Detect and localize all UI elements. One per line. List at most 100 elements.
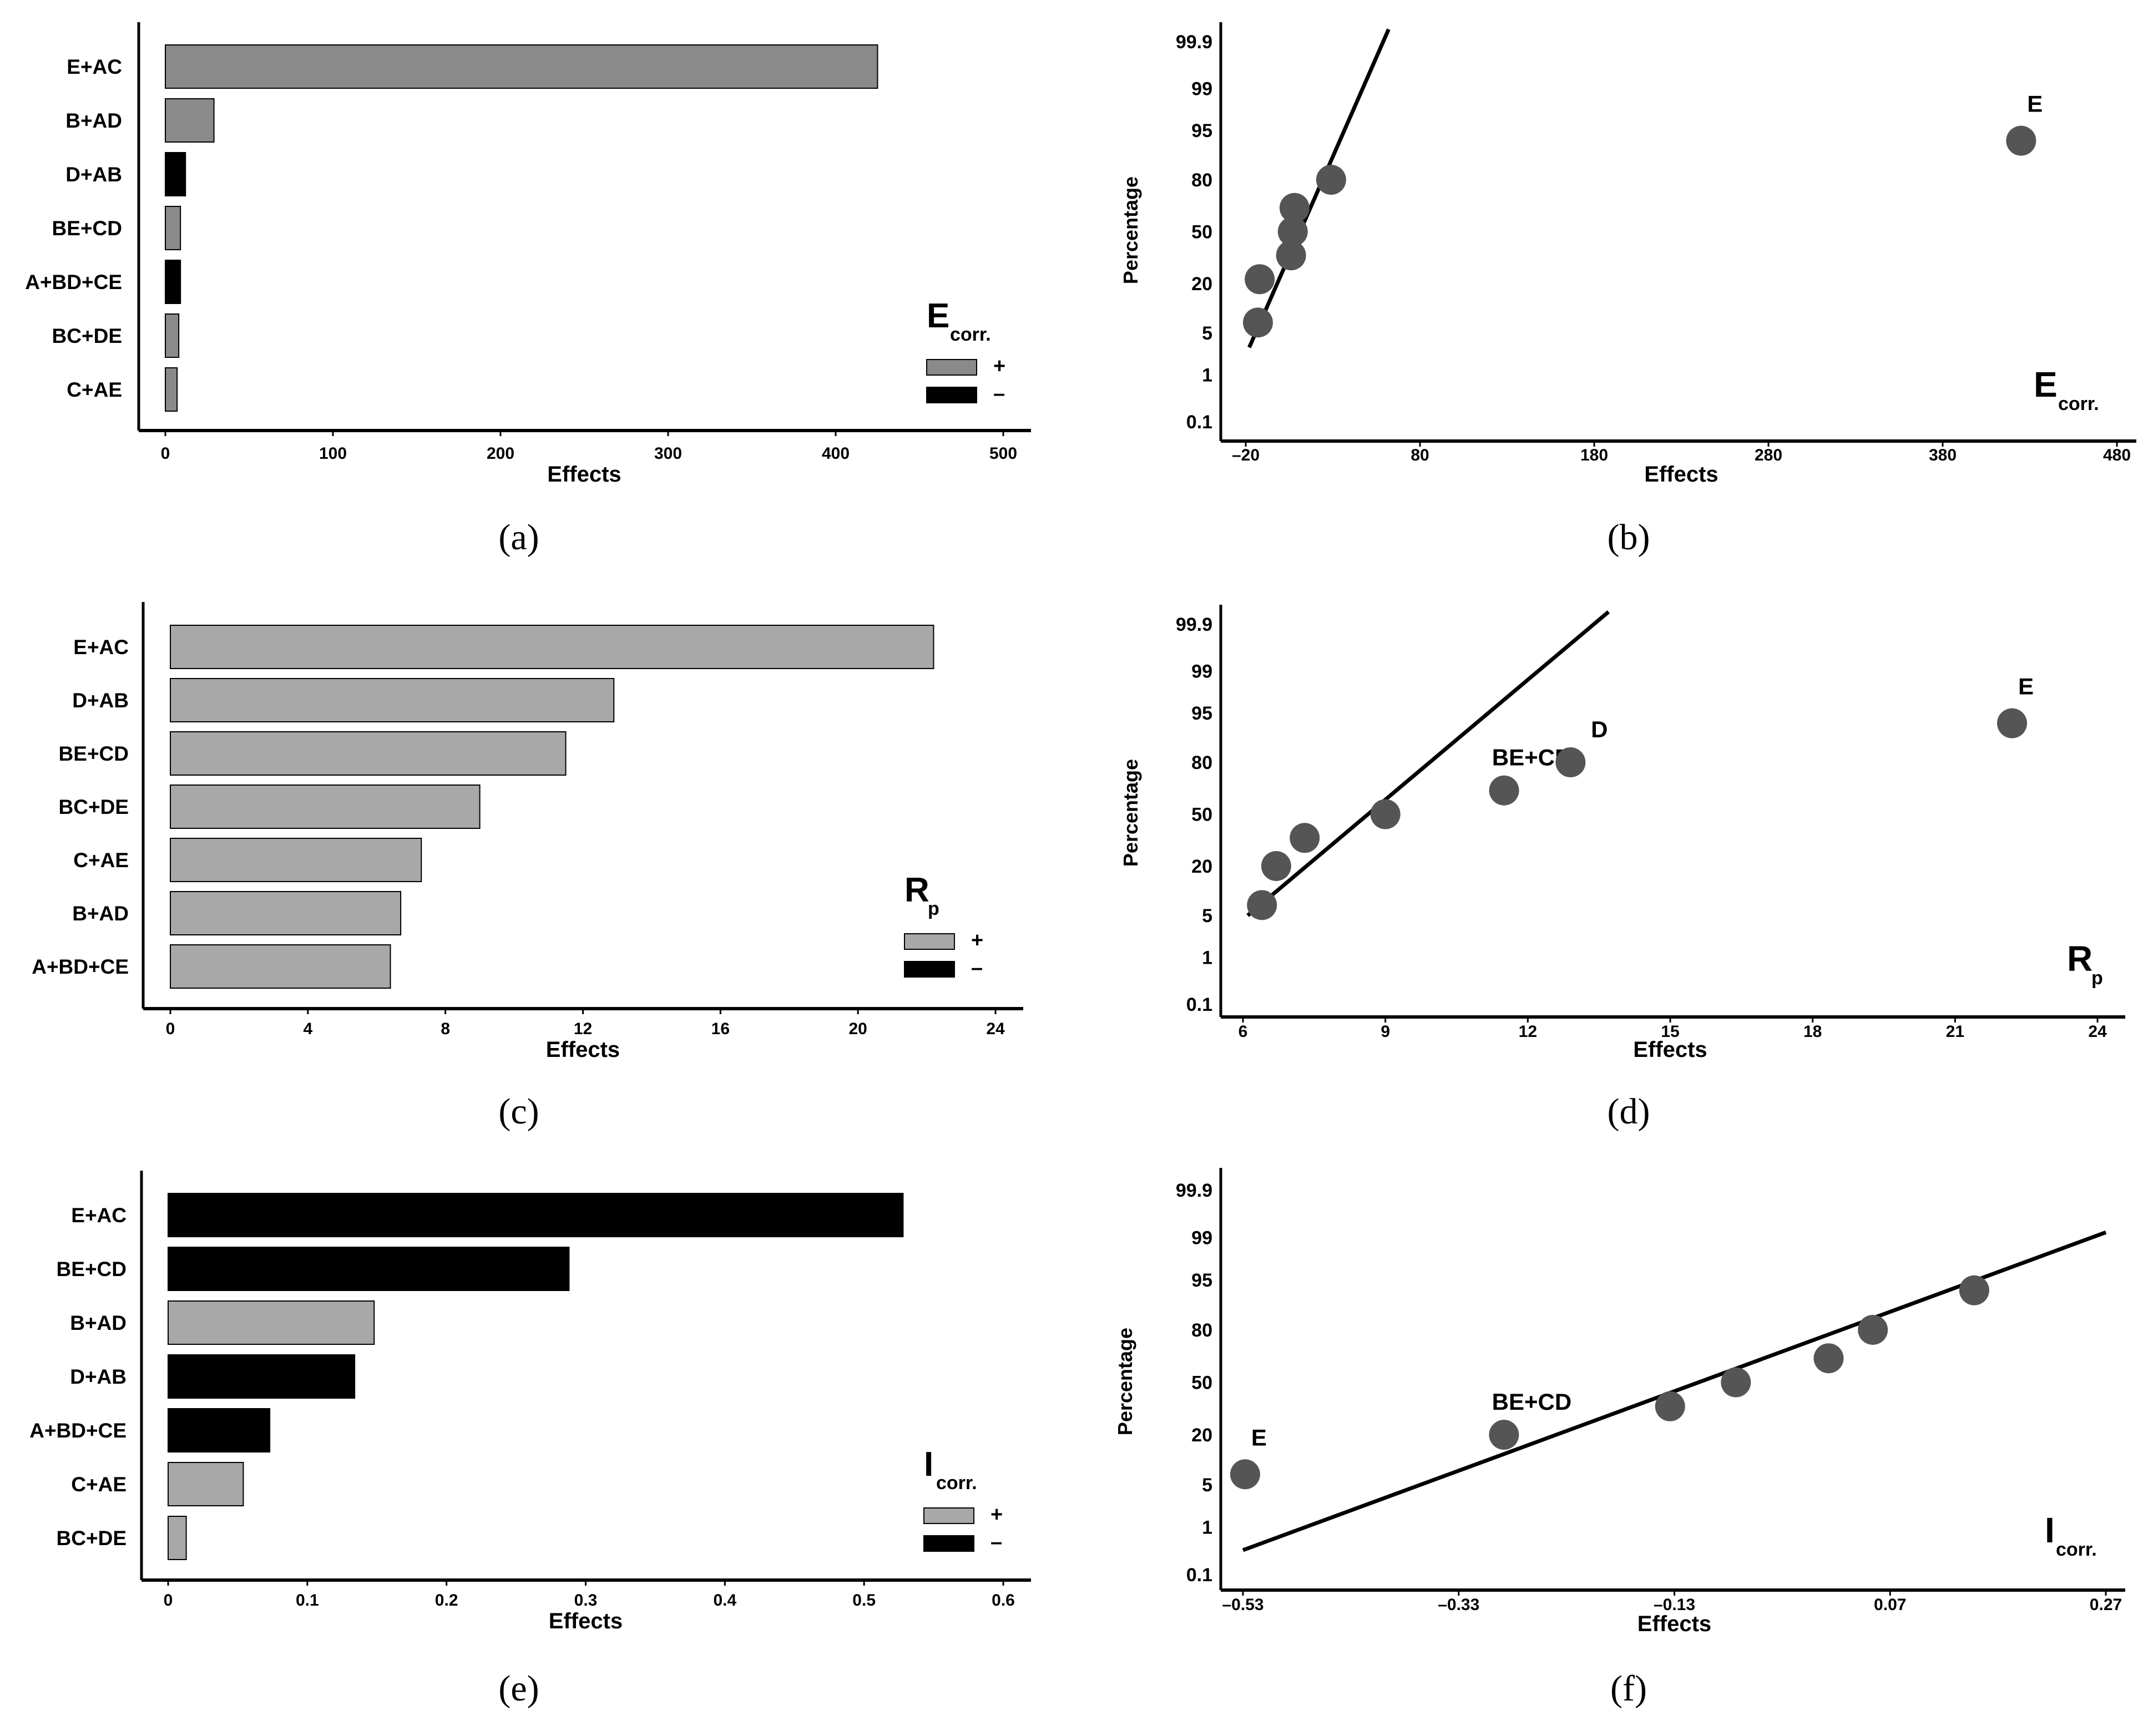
data-point [1276,240,1306,271]
y-tick-label: 0.1 [1186,994,1212,1015]
data-point [1242,307,1273,338]
bar-chart-1: E+AC B+AD D+AB BE+CD A+BD+CE BC+DE C+AE 0 100 200… [25,22,1031,487]
legend: Rp + – [904,871,983,980]
bar-be-cd [168,1247,570,1291]
x-tick-label: 20 [848,1020,867,1038]
x-tick-label: 500 [989,444,1017,463]
bar-be-cd [165,206,181,250]
category-label: D+AB [70,1365,127,1388]
y-tick-label: 80 [1191,170,1212,191]
x-tick-label: 0.1 [296,1591,319,1610]
corner-label: E [2034,365,2058,404]
legend-title: E [927,297,949,335]
data-point [1279,193,1310,223]
bar-a-bd-ce [168,1408,271,1452]
category-label: E+AC [71,1204,127,1227]
data-point [1813,1343,1844,1374]
category-label: C+AE [71,1473,127,1496]
y-tick-label: 80 [1191,1320,1212,1341]
y-tick-label: 5 [1202,323,1212,344]
x-tick-label: 4 [303,1020,312,1038]
x-tick-label: 0.2 [435,1591,458,1610]
x-axis-label: Effects [1637,1612,1711,1636]
y-tick-label: 5 [1202,1475,1212,1496]
y-tick-label: 95 [1191,1270,1212,1291]
category-label: BE+CD [59,742,129,765]
y-tick-label: 20 [1191,856,1212,877]
data-point [1489,1420,1519,1450]
x-tick-label: 300 [654,444,682,463]
y-tick-label: 1 [1202,948,1212,969]
legend-title: R [904,871,929,909]
y-tick-label: 50 [1191,804,1212,826]
x-tick-label: 180 [1580,446,1608,464]
x-axis-label: Effects [547,462,621,487]
category-label: A+BD+CE [29,1419,127,1442]
legend-positive-swatch [904,933,955,950]
bar-e-ac [168,1193,904,1237]
category-label: A+BD+CE [25,271,122,293]
y-tick-label: 95 [1191,703,1212,724]
bar-a-bd-ce [165,260,181,304]
data-point [1370,799,1401,829]
point-label: E [2018,674,2034,700]
panel-caption: (c) [498,1091,539,1132]
x-tick-label: 24 [986,1020,1005,1038]
y-tick-label: 99.9 [1176,32,1212,53]
x-tick-label: 0.4 [713,1591,736,1610]
x-tick-label: 6 [1239,1023,1248,1041]
x-tick-label: 9 [1381,1023,1390,1041]
bar-d-ab [165,152,186,196]
category-label: BE+CD [57,1258,127,1281]
panel-caption: (e) [498,1668,539,1709]
x-tick-label: 0 [161,444,170,463]
x-tick-label: 480 [2103,446,2131,464]
corner-label-subscript: p [2091,968,2103,989]
corner-label-subscript: corr. [2056,1539,2097,1560]
x-tick-label: 380 [1929,446,1957,464]
bar-bc-de [168,1516,187,1560]
data-point [1290,823,1320,853]
legend-negative-swatch [923,1535,974,1552]
bar-e-ac [170,625,934,669]
category-label: D+AB [72,689,129,712]
category-label: BC+DE [57,1527,127,1550]
bar-e-ac [165,44,878,89]
legend-title-subscript: p [928,898,939,919]
data-point [1489,775,1519,806]
x-tick-label: 16 [711,1020,730,1038]
y-tick-label: 1 [1202,1517,1212,1538]
category-label: B+AD [65,109,122,132]
y-axis-label: Percentage [1119,759,1142,867]
legend-title: I [924,1445,933,1484]
y-tick-label: 0.1 [1186,412,1212,433]
x-axis-label: Effects [1644,462,1718,487]
panel-caption: (b) [1608,517,1650,558]
category-label: BC+DE [59,796,129,818]
bar-chart-2: E+AC D+AB BE+CD BC+DE C+AE B+AD A+BD+CE 0 4 8 12 16… [32,602,1023,1062]
x-tick-label: 0.3 [574,1591,598,1610]
y-tick-label: 99.9 [1176,1180,1212,1201]
data-point [1261,851,1291,881]
panel-caption: (a) [498,517,539,558]
x-tick-label: 15 [1661,1023,1679,1041]
point-label: D [1591,716,1608,742]
panel-caption: (f) [1610,1668,1647,1709]
x-tick-label: 0 [164,1591,173,1610]
category-label: BE+CD [52,217,122,240]
data-point [1277,216,1308,247]
y-tick-label: 99 [1191,1227,1212,1248]
category-label: E+AC [73,636,129,659]
legend-positive-swatch [923,1507,974,1524]
y-tick-label: 50 [1191,222,1212,243]
legend-title-subscript: corr. [950,324,991,345]
x-tick-label: 0.5 [852,1591,876,1610]
y-tick-label: 20 [1191,1425,1212,1446]
bar-chart-3: E+AC BE+CD B+AD D+AB A+BD+CE C+AE BC+DE 0 0.1 0.2… [29,1171,1031,1633]
y-tick-label: 99 [1191,661,1212,682]
data-point [1230,1459,1260,1490]
x-tick-label: 0 [166,1020,175,1038]
